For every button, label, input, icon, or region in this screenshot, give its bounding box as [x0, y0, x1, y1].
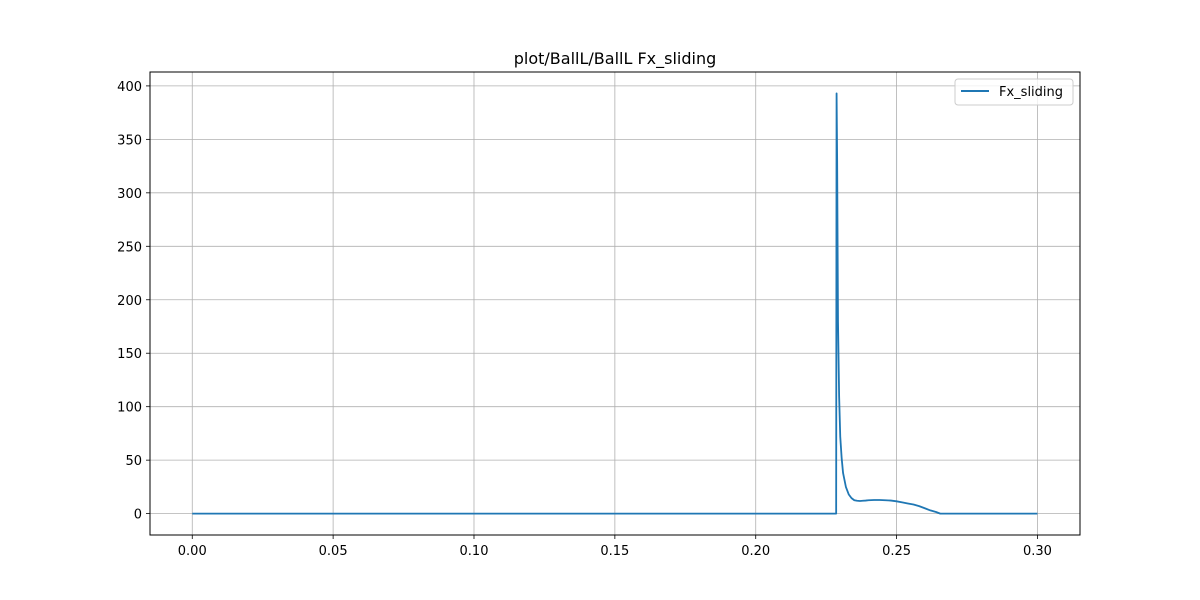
- y-tick-label: 250: [117, 240, 142, 255]
- y-tick-label: 350: [117, 133, 142, 148]
- y-tick-label: 200: [117, 294, 142, 309]
- plot-area: [192, 92, 1038, 515]
- y-tick-label: 0: [134, 508, 142, 523]
- x-tick-label: 0.20: [741, 544, 770, 559]
- chart-title: plot/BallL/BallL Fx_sliding: [514, 49, 717, 69]
- legend: Fx_sliding: [954, 78, 1074, 106]
- y-tick-label: 400: [117, 80, 142, 95]
- x-tick-label: 0.05: [319, 544, 348, 559]
- x-tick-label: 0.25: [882, 544, 911, 559]
- axes-frame: [149, 71, 1081, 536]
- y-tick-label: 50: [125, 454, 142, 469]
- x-axis: 0.00 0.05 0.10 0.15 0.20 0.25 0.30: [178, 535, 1052, 559]
- y-tick-label: 300: [117, 187, 142, 202]
- x-tick-label: 0.10: [460, 544, 489, 559]
- x-tick-label: 0.00: [178, 544, 207, 559]
- x-tick-label: 0.15: [600, 544, 629, 559]
- series-line-fx-sliding: [192, 92, 1038, 515]
- y-axis: 0 50 100 150 200 250 300 350 400: [117, 80, 150, 523]
- y-tick-label: 150: [117, 347, 142, 362]
- legend-box: [954, 78, 1074, 106]
- x-tick-label: 0.30: [1023, 544, 1052, 559]
- legend-label: Fx_sliding: [999, 85, 1063, 100]
- y-tick-label: 100: [117, 401, 142, 416]
